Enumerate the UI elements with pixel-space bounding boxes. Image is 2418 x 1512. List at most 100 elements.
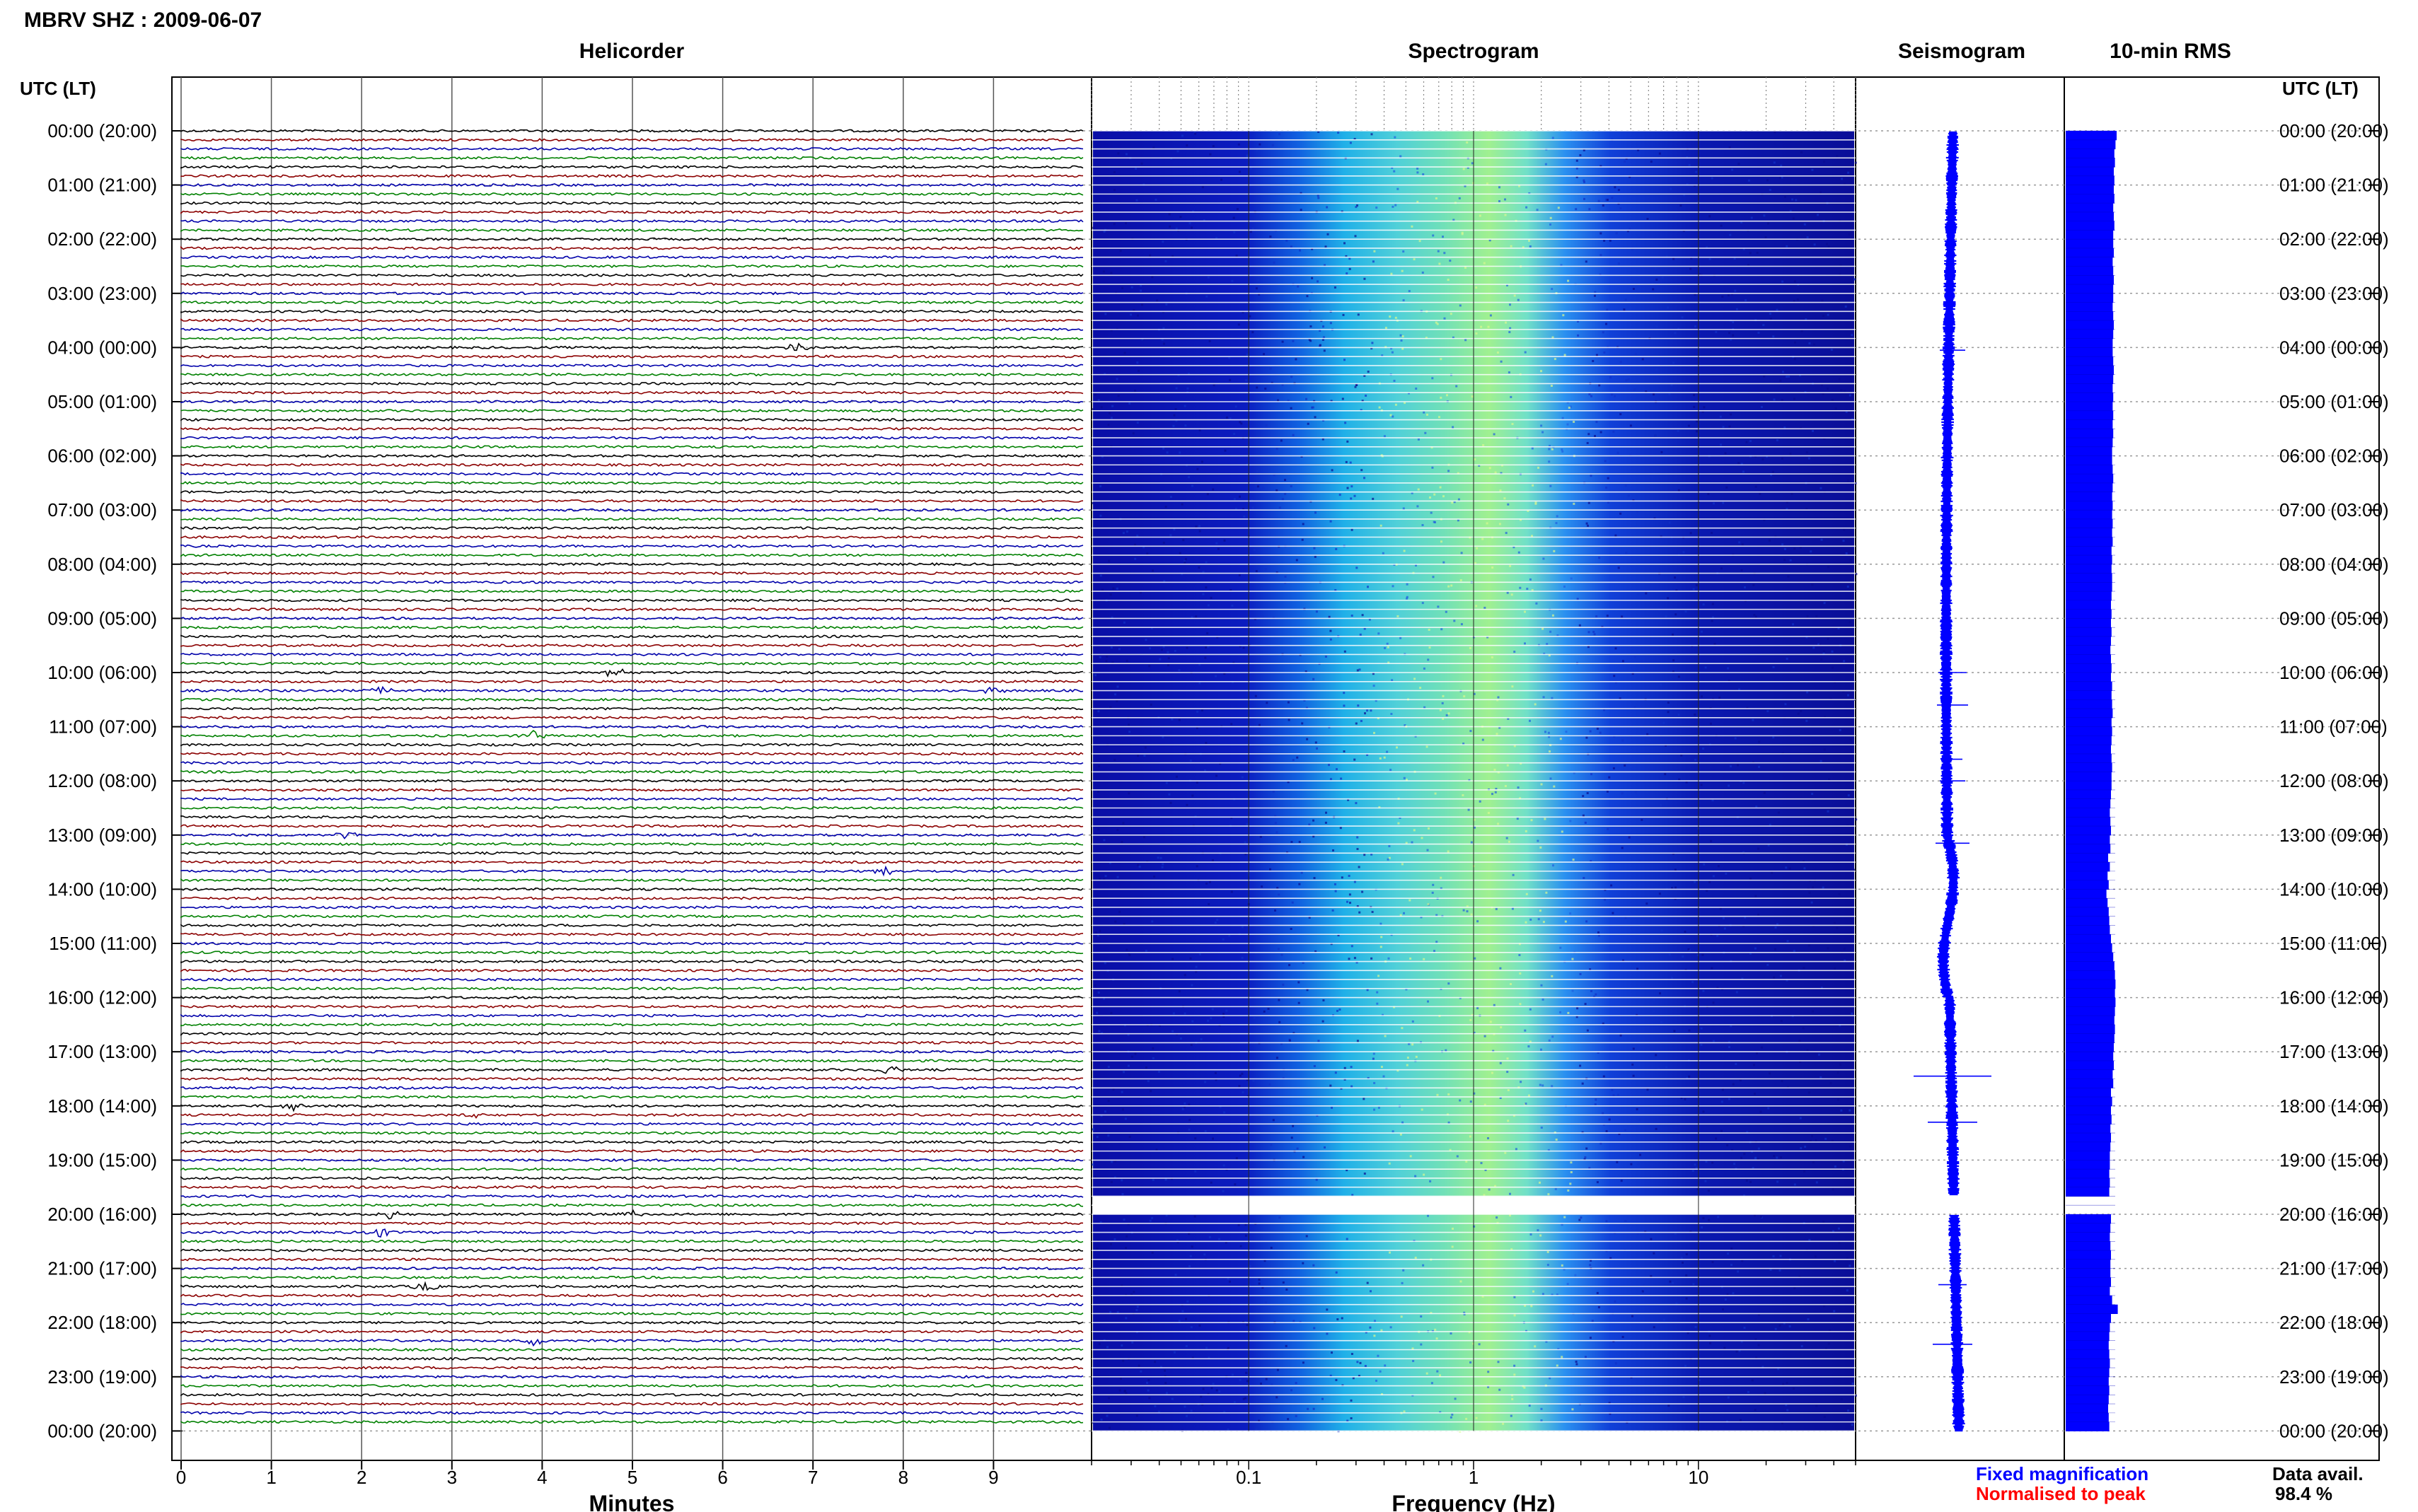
spectrogram-speckle: [1297, 1001, 1300, 1004]
spectrogram-speckle: [1679, 204, 1682, 207]
spectrogram-speckle: [1589, 1337, 1592, 1339]
spectrogram-speckle: [1377, 632, 1380, 635]
spectrogram-speckle: [1188, 222, 1191, 225]
spectrogram-speckle: [1184, 561, 1186, 564]
spectrogram-speckle: [1179, 451, 1181, 454]
spectrogram-speckle: [1662, 1318, 1665, 1321]
spectrogram-speckle: [1230, 589, 1232, 591]
spectrogram-speckle: [1264, 1301, 1267, 1304]
spectrogram-speckle: [1493, 1004, 1496, 1006]
time-label-left: 20:00 (16:00): [47, 1204, 157, 1225]
spectrogram-speckle: [1275, 489, 1278, 492]
spectrogram-speckle: [1148, 1397, 1151, 1400]
spectrogram-speckle: [1210, 1387, 1213, 1390]
spectrogram-speckle: [1314, 555, 1317, 558]
rms-bar: [2066, 916, 2110, 926]
rms-bar: [2066, 934, 2111, 944]
spectrogram-speckle: [1468, 1331, 1471, 1334]
spectrogram-speckle: [1727, 1396, 1730, 1399]
spectrogram-speckle: [1273, 474, 1275, 477]
spectrogram-speckle: [1353, 494, 1356, 497]
helicorder-trace: [180, 373, 1084, 377]
spectrogram-speckle: [1155, 198, 1157, 201]
spectrogram-speckle: [1343, 242, 1346, 245]
spectrogram-speckle: [1776, 923, 1778, 926]
spectrogram-speckle: [1625, 552, 1628, 554]
spectrogram-speckle: [1241, 926, 1244, 929]
spectrogram-speckle: [1603, 239, 1606, 242]
spectrogram-speckle: [1738, 541, 1741, 544]
spectrogram-speckle: [1408, 899, 1411, 902]
spectrogram-speckle: [1396, 615, 1399, 617]
spectrogram-speckle: [1119, 250, 1122, 252]
spectrogram-speckle: [1316, 747, 1318, 750]
spectrogram-speckle: [1232, 661, 1235, 664]
spectrogram-speckle: [1186, 144, 1188, 147]
helicorder-trace: [180, 842, 1084, 847]
spectrogram-speckle: [1686, 183, 1689, 186]
spectrogram-speckle: [1827, 313, 1829, 316]
helicorder-trace: [180, 668, 1084, 678]
time-label-left: 01:00 (21:00): [47, 175, 157, 196]
spectrogram-speckle: [1655, 325, 1658, 328]
spectrogram-speckle: [1534, 1345, 1537, 1348]
spectrogram-speckle: [1230, 723, 1233, 726]
rms-bar: [2066, 645, 2111, 655]
spectrogram-speckle: [1713, 502, 1715, 505]
helicorder-trace: [180, 878, 1084, 883]
spectrogram-speckle: [1155, 1148, 1158, 1151]
spectrogram-speckle: [1844, 959, 1846, 962]
spectrogram-speckle: [1504, 785, 1507, 787]
time-label-left: 09:00 (05:00): [47, 607, 157, 629]
spectrogram-speckle: [1174, 1274, 1177, 1277]
spectrogram-panel: [1092, 130, 1858, 1433]
spectrogram-speckle: [1249, 1264, 1251, 1267]
spectrogram-speckle: [1520, 1081, 1522, 1083]
spectrogram-speckle: [1590, 395, 1592, 397]
rms-bar: [2066, 582, 2112, 592]
spectrogram-speckle: [1829, 1330, 1831, 1332]
spectrogram-speckle: [1688, 1029, 1691, 1032]
spectrogram-speckle: [1144, 746, 1147, 749]
spectrogram-speckle: [1567, 279, 1570, 282]
spectrogram-speckle: [1767, 844, 1770, 847]
spectrogram-speckle: [1246, 823, 1249, 826]
seismogram-panel: [1914, 131, 1991, 1432]
spectrogram-speckle: [1840, 1398, 1843, 1401]
spectrogram-speckle: [1447, 1093, 1450, 1095]
spectrogram-speckle: [1113, 1176, 1116, 1179]
spectrogram-speckle: [1132, 432, 1135, 435]
spectrogram-speckle: [1205, 646, 1207, 649]
helicorder-trace: [180, 201, 1084, 205]
spectrogram-speckle: [1511, 685, 1514, 688]
spectrogram-speckle: [1143, 546, 1145, 549]
spectrogram-speckle: [1131, 1341, 1134, 1344]
spectrogram-speckle: [1128, 1136, 1131, 1138]
rms-bar: [2066, 709, 2113, 719]
spectrogram-speckle: [1535, 602, 1538, 605]
spectrogram-speckle: [1541, 1293, 1544, 1296]
spectrogram-speckle: [1773, 976, 1776, 979]
spectrogram-speckle: [1207, 1392, 1210, 1395]
spectrogram-speckle: [1302, 523, 1305, 525]
time-label-left: 16:00 (12:00): [47, 987, 157, 1008]
spectrogram-speckle: [1416, 200, 1419, 203]
helicorder-trace: [180, 156, 1084, 160]
spectrogram-speckle: [1325, 811, 1327, 814]
spectrogram-speckle: [1098, 1343, 1101, 1345]
time-label-left: 11:00 (07:00): [49, 716, 157, 738]
spectrogram-speckle: [1263, 353, 1265, 356]
spectrogram-speckle: [1647, 498, 1649, 500]
spectrogram-speckle: [1330, 400, 1333, 402]
spectrogram-speckle: [1776, 308, 1778, 311]
helicorder-trace: [180, 1095, 1084, 1099]
spectrogram-speckle: [1483, 1194, 1486, 1197]
spectrogram-speckle: [1519, 797, 1522, 800]
spectrogram-speckle: [1500, 360, 1503, 363]
helicorder-trace: [180, 409, 1084, 413]
spectrogram-speckle: [1646, 176, 1649, 179]
spectrogram-speckle: [1754, 1093, 1757, 1095]
spectrogram-speckle: [1556, 515, 1558, 518]
spectrogram-speckle: [1389, 414, 1392, 417]
spectrogram-speckle: [1473, 1031, 1476, 1034]
